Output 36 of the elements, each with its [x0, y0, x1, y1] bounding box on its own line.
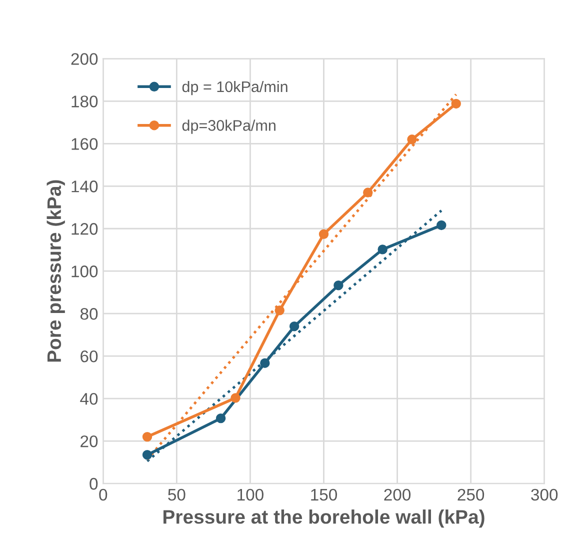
x-tick-label: 50: [168, 488, 186, 501]
y-tick-label: 100: [72, 266, 98, 278]
x-axis-title: Pressure at the borehole wall (kPa): [164, 509, 484, 528]
x-tick-label: 0: [99, 488, 108, 501]
y-tick-label: 200: [71, 53, 98, 65]
y-tick-label: 180: [72, 96, 98, 108]
y-axis-title: Pore pressure (kPa): [46, 180, 65, 362]
y-tick-label: 160: [72, 138, 98, 150]
point: [407, 134, 417, 144]
point: [216, 413, 226, 424]
x-tick-label: 100: [238, 488, 264, 501]
y-tick-label: 120: [72, 223, 98, 235]
point: [142, 432, 152, 442]
y-tick-label: 0: [90, 478, 98, 490]
x-tick-label: 300: [531, 488, 558, 501]
point: [142, 450, 152, 460]
y-tick-label: 140: [72, 180, 98, 192]
y-tick-label: 40: [80, 392, 98, 405]
point: [274, 306, 284, 316]
point: [363, 188, 373, 198]
x-tick-label: 250: [458, 488, 484, 501]
point: [230, 393, 240, 403]
y-tick-label: 80: [80, 308, 98, 320]
legend-label: dp=30kPa/mn: [182, 120, 276, 134]
point: [318, 229, 329, 240]
legend-label: dp = 10kPa/min: [182, 80, 288, 96]
point: [289, 321, 300, 332]
point: [260, 358, 270, 368]
x-tick-label: 200: [384, 488, 411, 501]
x-tick-label: 150: [311, 488, 337, 501]
y-tick-label: 20: [80, 435, 98, 448]
point: [436, 220, 446, 230]
point: [334, 280, 344, 290]
y-tick-label: 60: [80, 350, 98, 362]
point: [378, 244, 388, 254]
point: [451, 98, 461, 109]
